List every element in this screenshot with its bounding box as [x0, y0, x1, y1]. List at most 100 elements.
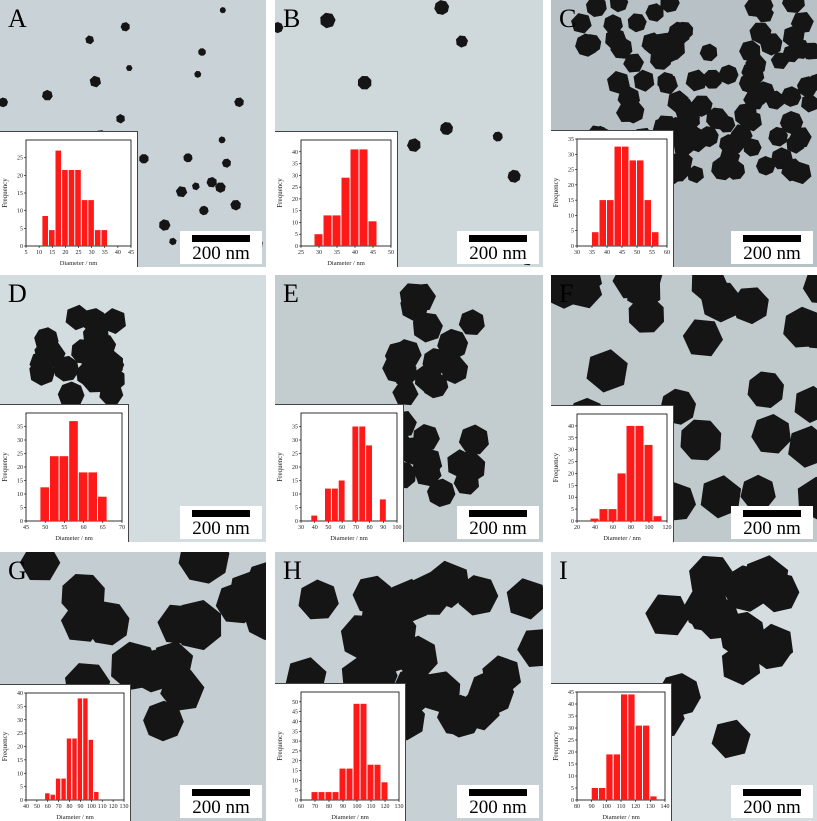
histogram-bar	[50, 456, 59, 521]
nanoparticle	[765, 90, 784, 110]
x-tick-label: 80	[67, 804, 73, 810]
x-tick-label: 5	[25, 250, 28, 256]
histogram-chart: 30 40 50 60 70 80 90 100 0 5 10 15 20 25 30 35 Diameter …	[276, 412, 402, 542]
y-tick-label: 35	[292, 425, 298, 431]
nanoparticle	[382, 352, 412, 384]
x-tick-label: 45	[128, 250, 134, 256]
y-tick-label: 35	[292, 162, 298, 168]
x-tick-label: 90	[77, 804, 83, 810]
histogram-bar	[350, 149, 359, 246]
y-tick-label: 0	[295, 798, 298, 804]
nanoparticle	[139, 154, 149, 164]
histogram-bar	[325, 792, 332, 800]
x-tick-label: 15	[49, 250, 55, 256]
nanoparticle	[741, 110, 762, 132]
nanoparticle	[125, 65, 133, 71]
nanoparticle	[786, 134, 805, 154]
nanoparticle	[706, 107, 728, 130]
nanoparticle	[703, 69, 722, 89]
histogram-bar	[42, 216, 48, 246]
scale-bar-line	[743, 789, 801, 796]
y-tick-label: 20	[568, 471, 574, 477]
nanoparticle	[743, 555, 789, 603]
x-tick-label: 65	[100, 525, 106, 531]
y-tick-label: 40	[292, 719, 298, 725]
y-tick-label: 40	[17, 691, 23, 697]
y-tick-label: 10	[292, 778, 298, 784]
nanoparticle	[781, 158, 804, 182]
y-axis-label: Frequency	[1, 452, 9, 482]
histogram-bar	[88, 739, 93, 800]
nanoparticle	[743, 138, 762, 157]
y-tick-label: 30	[568, 448, 574, 454]
nanoparticle	[782, 0, 805, 13]
histogram-bar	[599, 509, 608, 521]
nanoparticle	[120, 22, 130, 32]
histogram-bar	[98, 496, 107, 521]
histogram-bar	[650, 796, 657, 800]
histogram-chart: 45 50 55 60 65 70 0 5 10 15 20 25 30 35 Diameter / nm F…	[1, 412, 125, 542]
x-tick-label: 90	[380, 525, 386, 531]
x-tick-label: 110	[617, 804, 626, 810]
nanoparticle	[645, 3, 664, 22]
scale-bar-line	[469, 235, 527, 242]
x-tick-label: 70	[119, 525, 125, 531]
y-tick-label: 0	[571, 798, 574, 804]
scale-bar: 200 nm	[457, 231, 539, 264]
y-tick-label: 30	[568, 726, 574, 732]
histogram-bar	[66, 738, 72, 800]
nanoparticle	[683, 126, 705, 148]
panel-e: E 200 nm 30 40 50 60 70 80 90 100 0 5 10 15 20 25 30 35 Di…	[275, 275, 543, 542]
nanoparticle	[455, 452, 486, 483]
nanoparticle	[675, 21, 694, 40]
y-tick-label: 35	[568, 436, 574, 442]
x-tick-label: 20	[62, 250, 68, 256]
histogram-bar	[367, 764, 374, 800]
scale-bar-label: 200 nm	[192, 797, 250, 818]
panel-i: I 200 nm 80 90 100 110 120 130 140 0 5 10 15 20 25 30 35…	[551, 552, 817, 821]
y-tick-label: 30	[292, 739, 298, 745]
nanoparticle	[586, 349, 628, 393]
y-tick-label: 10	[568, 213, 574, 219]
x-tick-label: 120	[381, 804, 390, 810]
histogram-bar	[69, 421, 78, 521]
x-tick-label: 130	[646, 804, 655, 810]
nanoparticle	[458, 575, 499, 616]
x-tick-label: 50	[42, 525, 48, 531]
nanoparticle	[743, 90, 766, 110]
histogram-bar	[381, 782, 388, 800]
x-tick-label: 70	[353, 525, 359, 531]
nanoparticle	[689, 555, 735, 601]
x-tick-label: 40	[604, 250, 610, 256]
x-tick-label: 40	[23, 804, 29, 810]
nanoparticle	[192, 182, 200, 191]
nanoparticle	[788, 425, 817, 468]
x-tick-label: 100	[353, 804, 362, 810]
x-axis-label: Diameter / nm	[56, 814, 94, 821]
nanoparticle	[357, 76, 372, 90]
histogram-bar	[311, 515, 318, 521]
histogram-bar	[613, 754, 620, 800]
panel-h: H 200 nm 60 70 80 90 100 110 120 130 0 5 10 15 20 25 30 3…	[275, 552, 543, 821]
y-tick-label: 5	[20, 785, 23, 791]
nanoparticle	[101, 308, 126, 334]
y-tick-label: 25	[292, 452, 298, 458]
nanoparticle	[412, 312, 443, 343]
histogram-inset: 30 40 50 60 70 80 90 100 0 5 10 15 20 25 30 35 Diameter …	[275, 404, 404, 542]
y-tick-label: 45	[292, 710, 298, 716]
histogram-inset: 20 40 60 80 100 120 0 5 10 15 20 25 30 35 40 Diameter /…	[551, 405, 674, 542]
x-tick-label: 80	[367, 525, 373, 531]
scale-bar: 200 nm	[180, 231, 262, 264]
nanoparticle	[458, 424, 489, 455]
nanoparticle	[607, 71, 630, 95]
nanoparticle	[571, 13, 592, 34]
histogram-inset: 40 50 60 70 80 90 100 110 120 130 0 5 10 15 20 25 30 35 40…	[0, 684, 131, 821]
nanoparticle	[440, 695, 482, 738]
nanoparticle	[82, 349, 110, 376]
y-tick-label: 20	[292, 759, 298, 765]
x-tick-label: 30	[316, 250, 322, 256]
histogram-bar	[75, 170, 81, 246]
nanoparticle	[756, 156, 776, 176]
scale-bar: 200 nm	[457, 785, 539, 818]
nanoparticle	[275, 22, 284, 34]
